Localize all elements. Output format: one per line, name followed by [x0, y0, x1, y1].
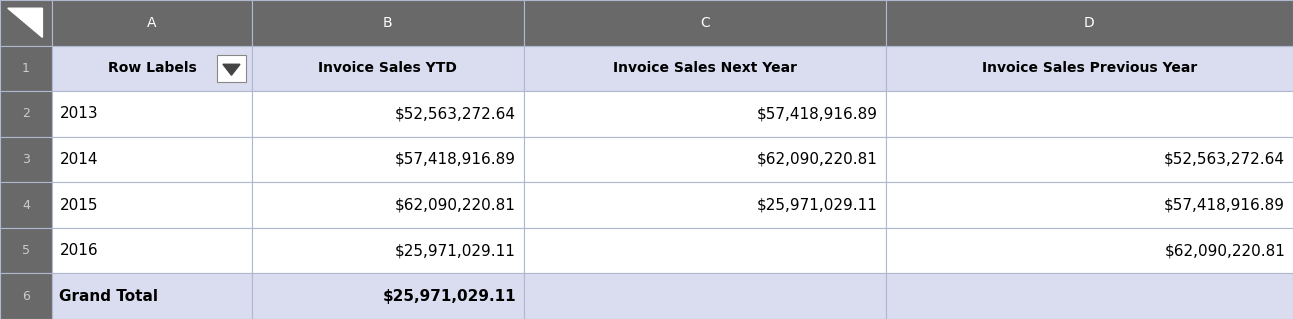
Bar [252, 91, 524, 137]
Bar [524, 228, 886, 273]
Bar [0, 273, 52, 319]
Bar [524, 137, 886, 182]
Bar [52, 46, 252, 91]
Text: 3: 3 [22, 153, 30, 166]
Bar [252, 228, 524, 273]
Text: Row Labels: Row Labels [107, 61, 197, 75]
Bar [524, 91, 886, 137]
Text: 2014: 2014 [59, 152, 98, 167]
Bar [0, 228, 52, 273]
Bar [886, 137, 1293, 182]
Bar [0, 137, 52, 182]
Text: B: B [383, 16, 393, 30]
Text: 2: 2 [22, 108, 30, 121]
Bar [524, 273, 886, 319]
Text: 2015: 2015 [59, 197, 98, 212]
Text: $25,971,029.11: $25,971,029.11 [396, 243, 516, 258]
Bar [886, 91, 1293, 137]
Polygon shape [8, 8, 43, 37]
Text: Invoice Sales YTD: Invoice Sales YTD [318, 61, 458, 75]
Text: D: D [1084, 16, 1095, 30]
Bar [52, 182, 252, 228]
Text: $52,563,272.64: $52,563,272.64 [394, 107, 516, 122]
Text: $25,971,029.11: $25,971,029.11 [758, 197, 878, 212]
Bar [252, 137, 524, 182]
Text: $25,971,029.11: $25,971,029.11 [383, 289, 516, 304]
Text: A: A [147, 16, 156, 30]
Text: Grand Total: Grand Total [59, 289, 159, 304]
Text: Invoice Sales Next Year: Invoice Sales Next Year [613, 61, 796, 75]
Text: $62,090,220.81: $62,090,220.81 [758, 152, 878, 167]
Text: 6: 6 [22, 290, 30, 303]
Bar [52, 0, 252, 46]
Bar [252, 0, 524, 46]
Text: C: C [700, 16, 710, 30]
Polygon shape [222, 64, 240, 75]
Text: 1: 1 [22, 62, 30, 75]
Text: $62,090,220.81: $62,090,220.81 [1165, 243, 1285, 258]
Bar [252, 182, 524, 228]
Bar [0, 182, 52, 228]
Bar [252, 46, 524, 91]
Bar [524, 0, 886, 46]
Bar [524, 182, 886, 228]
Text: 5: 5 [22, 244, 30, 257]
Text: $62,090,220.81: $62,090,220.81 [396, 197, 516, 212]
Bar [52, 228, 252, 273]
Bar [886, 46, 1293, 91]
Bar [886, 0, 1293, 46]
Bar [0, 91, 52, 137]
Bar [252, 273, 524, 319]
Bar [0, 46, 52, 91]
Bar [524, 46, 886, 91]
Bar [217, 55, 246, 82]
Bar [52, 137, 252, 182]
Bar [886, 273, 1293, 319]
Text: 4: 4 [22, 198, 30, 211]
Bar [0, 0, 52, 46]
Bar [52, 91, 252, 137]
Text: $57,418,916.89: $57,418,916.89 [756, 107, 878, 122]
Text: $57,418,916.89: $57,418,916.89 [1164, 197, 1285, 212]
Text: 2016: 2016 [59, 243, 98, 258]
Text: 2013: 2013 [59, 107, 98, 122]
Text: $52,563,272.64: $52,563,272.64 [1164, 152, 1285, 167]
Bar [886, 182, 1293, 228]
Bar [52, 273, 252, 319]
Bar [886, 228, 1293, 273]
Text: Invoice Sales Previous Year: Invoice Sales Previous Year [981, 61, 1197, 75]
Text: $57,418,916.89: $57,418,916.89 [394, 152, 516, 167]
